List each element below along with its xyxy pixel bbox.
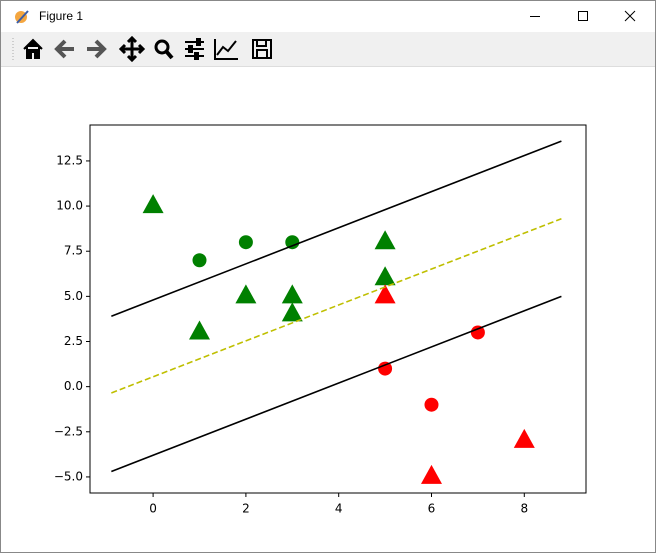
line: [111, 217, 562, 394]
point: [281, 302, 303, 322]
y-tick-label: 10.0: [56, 199, 83, 213]
toolbar-icons: [12, 35, 272, 63]
point: [281, 284, 303, 304]
point: [420, 464, 442, 484]
point: [424, 397, 439, 412]
x-tick-label: 0: [149, 502, 157, 516]
point: [235, 284, 257, 304]
window-controls[interactable]: [505, 1, 655, 32]
point: [470, 325, 485, 340]
point: [513, 428, 535, 448]
axes-frame: [89, 124, 587, 494]
save-button[interactable]: [252, 39, 272, 59]
y-tick-label: −2.5: [54, 424, 83, 438]
point: [238, 235, 253, 250]
x-tick-label: 2: [242, 502, 250, 516]
x-tick-label: 8: [520, 502, 528, 516]
x-tick-label: 4: [335, 502, 343, 516]
point: [189, 320, 211, 340]
figure: 0 2 4 6 8 −5.0 −2.5 0.0 2.5 5.0 7.5 10.0 12.5: [54, 124, 587, 516]
close[interactable]: [624, 10, 636, 22]
forward-button[interactable]: [87, 39, 107, 59]
point: [142, 194, 164, 214]
y-tick-label: 5.0: [64, 289, 83, 303]
y-tick-label: 0.0: [64, 379, 83, 393]
y-tick-label: 7.5: [64, 244, 83, 258]
point: [374, 284, 396, 304]
point: [285, 235, 300, 250]
home-button[interactable]: [23, 38, 43, 59]
line: [111, 295, 562, 473]
app-icon: [15, 10, 29, 24]
back-button[interactable]: [54, 39, 74, 59]
line: [111, 140, 562, 317]
y-tick-label: 12.5: [56, 153, 83, 167]
point: [192, 253, 207, 268]
toolbar: [1, 32, 655, 67]
y-tick-label: −5.0: [54, 469, 83, 483]
pan-button[interactable]: [118, 35, 146, 63]
title-bar: Figure 1: [1, 1, 655, 32]
point: [374, 230, 396, 250]
point: [374, 266, 396, 286]
point: [378, 361, 393, 376]
window-title: Figure 1: [39, 9, 84, 23]
edit-button[interactable]: [214, 39, 238, 60]
configure-button[interactable]: [185, 38, 204, 60]
x-tick-label: 6: [428, 502, 436, 516]
maximize[interactable]: [578, 11, 588, 21]
y-tick-label: 2.5: [64, 334, 83, 348]
zoom-button[interactable]: [154, 39, 174, 60]
